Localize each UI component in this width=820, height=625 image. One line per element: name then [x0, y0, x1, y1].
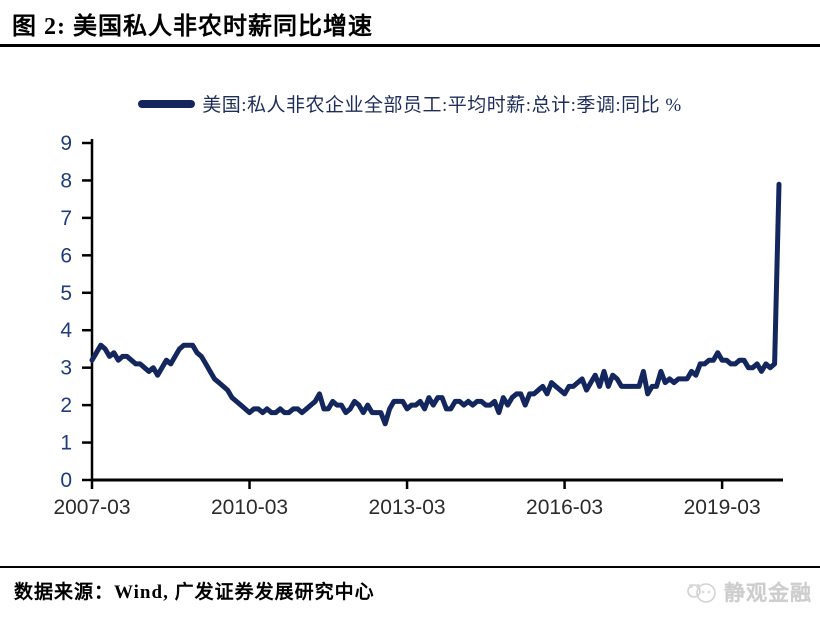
y-tick-label: 4: [60, 319, 72, 342]
y-tick-label: 7: [60, 207, 72, 230]
y-tick-label: 8: [60, 169, 72, 192]
y-tick-label: 2: [60, 394, 72, 417]
y-tick-label: 0: [60, 469, 72, 492]
watermark-text: 静观金融: [724, 581, 812, 605]
panda-icon: [687, 583, 716, 603]
x-tick-label: 2013-03: [369, 496, 446, 519]
title-divider: [0, 44, 820, 47]
x-tick-label: 2010-03: [211, 496, 288, 519]
x-tick-label: 2007-03: [53, 496, 130, 519]
y-tick-label: 1: [60, 432, 72, 455]
x-tick-label: 2019-03: [684, 496, 761, 519]
series-line: [89, 181, 782, 427]
y-tick-label: 9: [60, 132, 72, 155]
watermark: 静观金融: [685, 577, 812, 607]
x-tick-label: 2016-03: [526, 496, 603, 519]
data-source-note: 数据来源：Wind, 广发证券发展研究中心: [14, 582, 375, 603]
y-tick-label: 6: [60, 244, 72, 267]
legend-line-swatch: [138, 99, 196, 108]
y-tick-label: 3: [60, 357, 72, 380]
footer-divider: [0, 566, 820, 568]
figure-title: 图 2: 美国私人非农时薪同比增速: [12, 14, 373, 40]
legend: 美国:私人非农企业全部员工:平均时薪:总计:季调:同比 %: [0, 90, 820, 117]
legend-label: 美国:私人非农企业全部员工:平均时薪:总计:季调:同比 %: [202, 95, 682, 116]
y-tick-label: 5: [60, 282, 72, 305]
